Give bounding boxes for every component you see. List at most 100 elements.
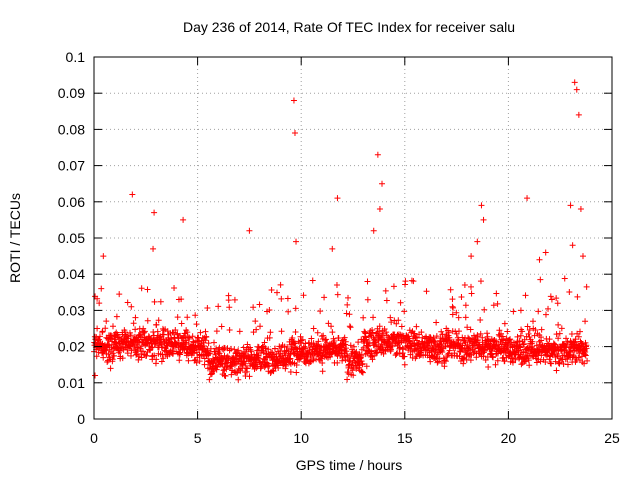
roti-point: [582, 318, 589, 325]
roti-point: [536, 256, 543, 263]
roti-point: [202, 337, 209, 344]
roti-point: [402, 278, 409, 285]
roti-point: [172, 327, 179, 334]
y-axis-ticks: 0 0.01 0.02 0.03 0.04 0.05 0.06 0.07 0.08 0.09 0.1: [58, 49, 612, 427]
roti-point: [256, 301, 263, 308]
roti-point: [533, 342, 540, 349]
roti-point: [372, 350, 379, 357]
roti-point: [572, 336, 579, 343]
roti-point: [493, 290, 500, 297]
roti-point: [213, 345, 220, 352]
roti-point: [518, 361, 525, 368]
roti-point: [104, 359, 111, 366]
roti-point: [323, 336, 330, 343]
roti-point: [564, 338, 571, 345]
roti-point: [200, 351, 207, 358]
roti-point: [315, 338, 322, 345]
roti-point: [364, 278, 371, 285]
roti-point: [494, 357, 501, 364]
roti-point: [339, 357, 346, 364]
roti-point: [149, 344, 156, 351]
roti-point: [244, 365, 251, 372]
roti-point: [349, 367, 356, 374]
roti-point: [567, 202, 574, 209]
roti-point: [102, 325, 109, 332]
roti-point: [423, 342, 430, 349]
roti-point: [163, 347, 170, 354]
roti-point: [240, 350, 247, 357]
roti-point: [334, 291, 341, 298]
roti-point: [481, 306, 488, 313]
roti-point: [524, 323, 531, 330]
roti-point: [343, 352, 350, 359]
roti-point: [265, 346, 272, 353]
roti-point: [547, 293, 554, 300]
roti-point: [300, 292, 307, 299]
roti-point: [286, 356, 293, 363]
roti-point: [94, 295, 101, 302]
roti-point: [185, 357, 192, 364]
roti-point: [555, 321, 562, 328]
roti-point: [545, 305, 552, 312]
roti-point: [176, 351, 183, 358]
roti-point: [302, 345, 309, 352]
x-tick-label: 0: [90, 430, 98, 446]
y-tick-label: 0: [77, 411, 85, 427]
roti-point: [329, 329, 336, 336]
roti-point: [299, 336, 306, 343]
roti-point: [393, 350, 400, 357]
roti-point: [419, 334, 426, 341]
roti-point: [103, 318, 110, 325]
roti-point: [576, 328, 583, 335]
roti-point: [510, 308, 517, 315]
roti-point: [240, 344, 247, 351]
roti-point: [278, 295, 285, 302]
roti-point: [353, 365, 360, 372]
roti-point: [103, 350, 110, 357]
roti-point: [334, 359, 341, 366]
roti-point: [423, 288, 430, 295]
roti-point: [517, 307, 524, 314]
roti-point: [376, 328, 383, 335]
roti-point: [174, 331, 181, 338]
roti-point: [360, 314, 367, 321]
roti-point: [342, 341, 349, 348]
roti-point: [414, 334, 421, 341]
roti-point: [418, 347, 425, 354]
roti-point: [542, 311, 549, 318]
roti-point: [442, 358, 449, 365]
roti-point: [358, 352, 365, 359]
roti-point: [287, 368, 294, 375]
roti-point: [281, 343, 288, 350]
roti-point: [455, 314, 462, 321]
roti-point: [382, 287, 389, 294]
y-tick-label: 0.09: [58, 85, 85, 101]
roti-point: [273, 289, 280, 296]
roti-point: [474, 337, 481, 343]
roti-point: [249, 362, 256, 369]
roti-point: [268, 286, 275, 293]
roti-point: [458, 345, 465, 352]
roti-point: [309, 277, 316, 284]
data-points: [91, 79, 591, 383]
roti-point: [113, 313, 120, 320]
y-tick-label: 0.02: [58, 339, 85, 355]
roti-point: [571, 79, 578, 86]
roti-point: [262, 361, 269, 368]
roti-point: [347, 342, 354, 349]
roti-point: [509, 343, 516, 350]
y-tick-label: 0.1: [66, 49, 86, 65]
roti-point: [359, 360, 366, 367]
roti-point: [231, 346, 238, 353]
roti-point: [127, 332, 134, 339]
roti-point: [135, 356, 142, 363]
roti-point: [157, 336, 164, 343]
roti-point: [235, 347, 242, 354]
roti-point: [254, 354, 261, 361]
roti-point: [579, 253, 586, 260]
roti-point: [267, 329, 274, 336]
roti-point: [184, 329, 191, 336]
x-tick-label: 5: [194, 430, 202, 446]
roti-point: [455, 328, 462, 335]
